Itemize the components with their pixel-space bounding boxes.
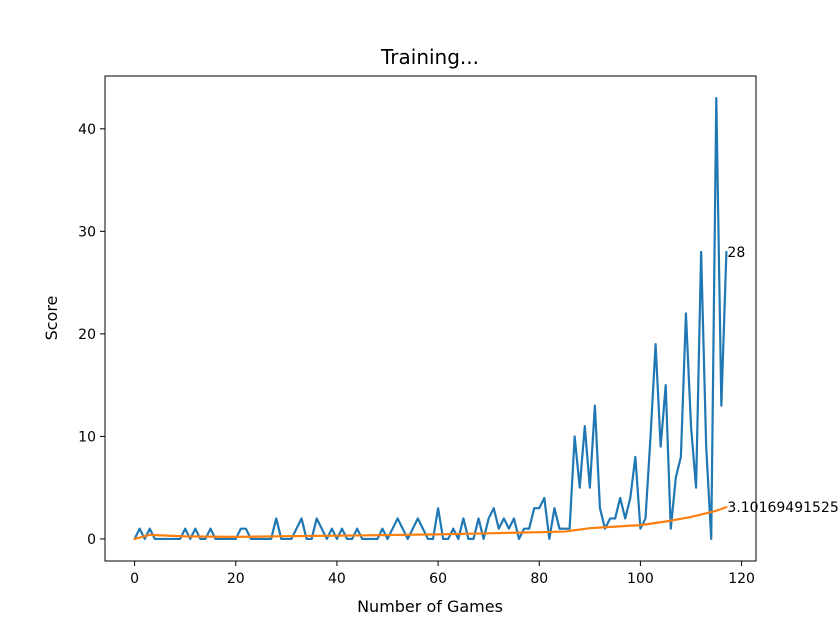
y-axis-ticks: 0 10 20 30 40 — [78, 122, 105, 548]
x-tick-label: 60 — [429, 571, 447, 587]
annotation-label: 3.10169491525 — [727, 500, 838, 516]
x-tick-label: 0 — [130, 571, 139, 587]
x-axis-label: Number of Games — [357, 597, 503, 616]
series-layer — [133, 96, 728, 541]
x-axis-ticks: 0 20 40 60 80 100 120 — [130, 561, 755, 587]
x-tick-label: 20 — [227, 571, 245, 587]
y-tick-label: 30 — [78, 224, 96, 240]
plot-area — [105, 76, 756, 561]
annotation-label: 28 — [727, 245, 745, 261]
x-tick-label: 80 — [530, 571, 548, 587]
y-axis-label: Score — [42, 296, 61, 341]
chart-title: Training... — [380, 45, 479, 69]
series-line-1 — [133, 96, 728, 541]
annotations: 28 3.10169491525 — [727, 245, 838, 516]
y-tick-label: 10 — [78, 429, 96, 445]
x-tick-label: 100 — [627, 571, 654, 587]
y-tick-label: 40 — [78, 122, 96, 138]
y-tick-label: 0 — [87, 532, 96, 548]
series-line-2 — [133, 506, 728, 541]
x-tick-label: 40 — [328, 571, 346, 587]
y-tick-label: 20 — [78, 327, 96, 343]
x-tick-label: 120 — [728, 571, 755, 587]
plot-frame — [104, 75, 757, 562]
